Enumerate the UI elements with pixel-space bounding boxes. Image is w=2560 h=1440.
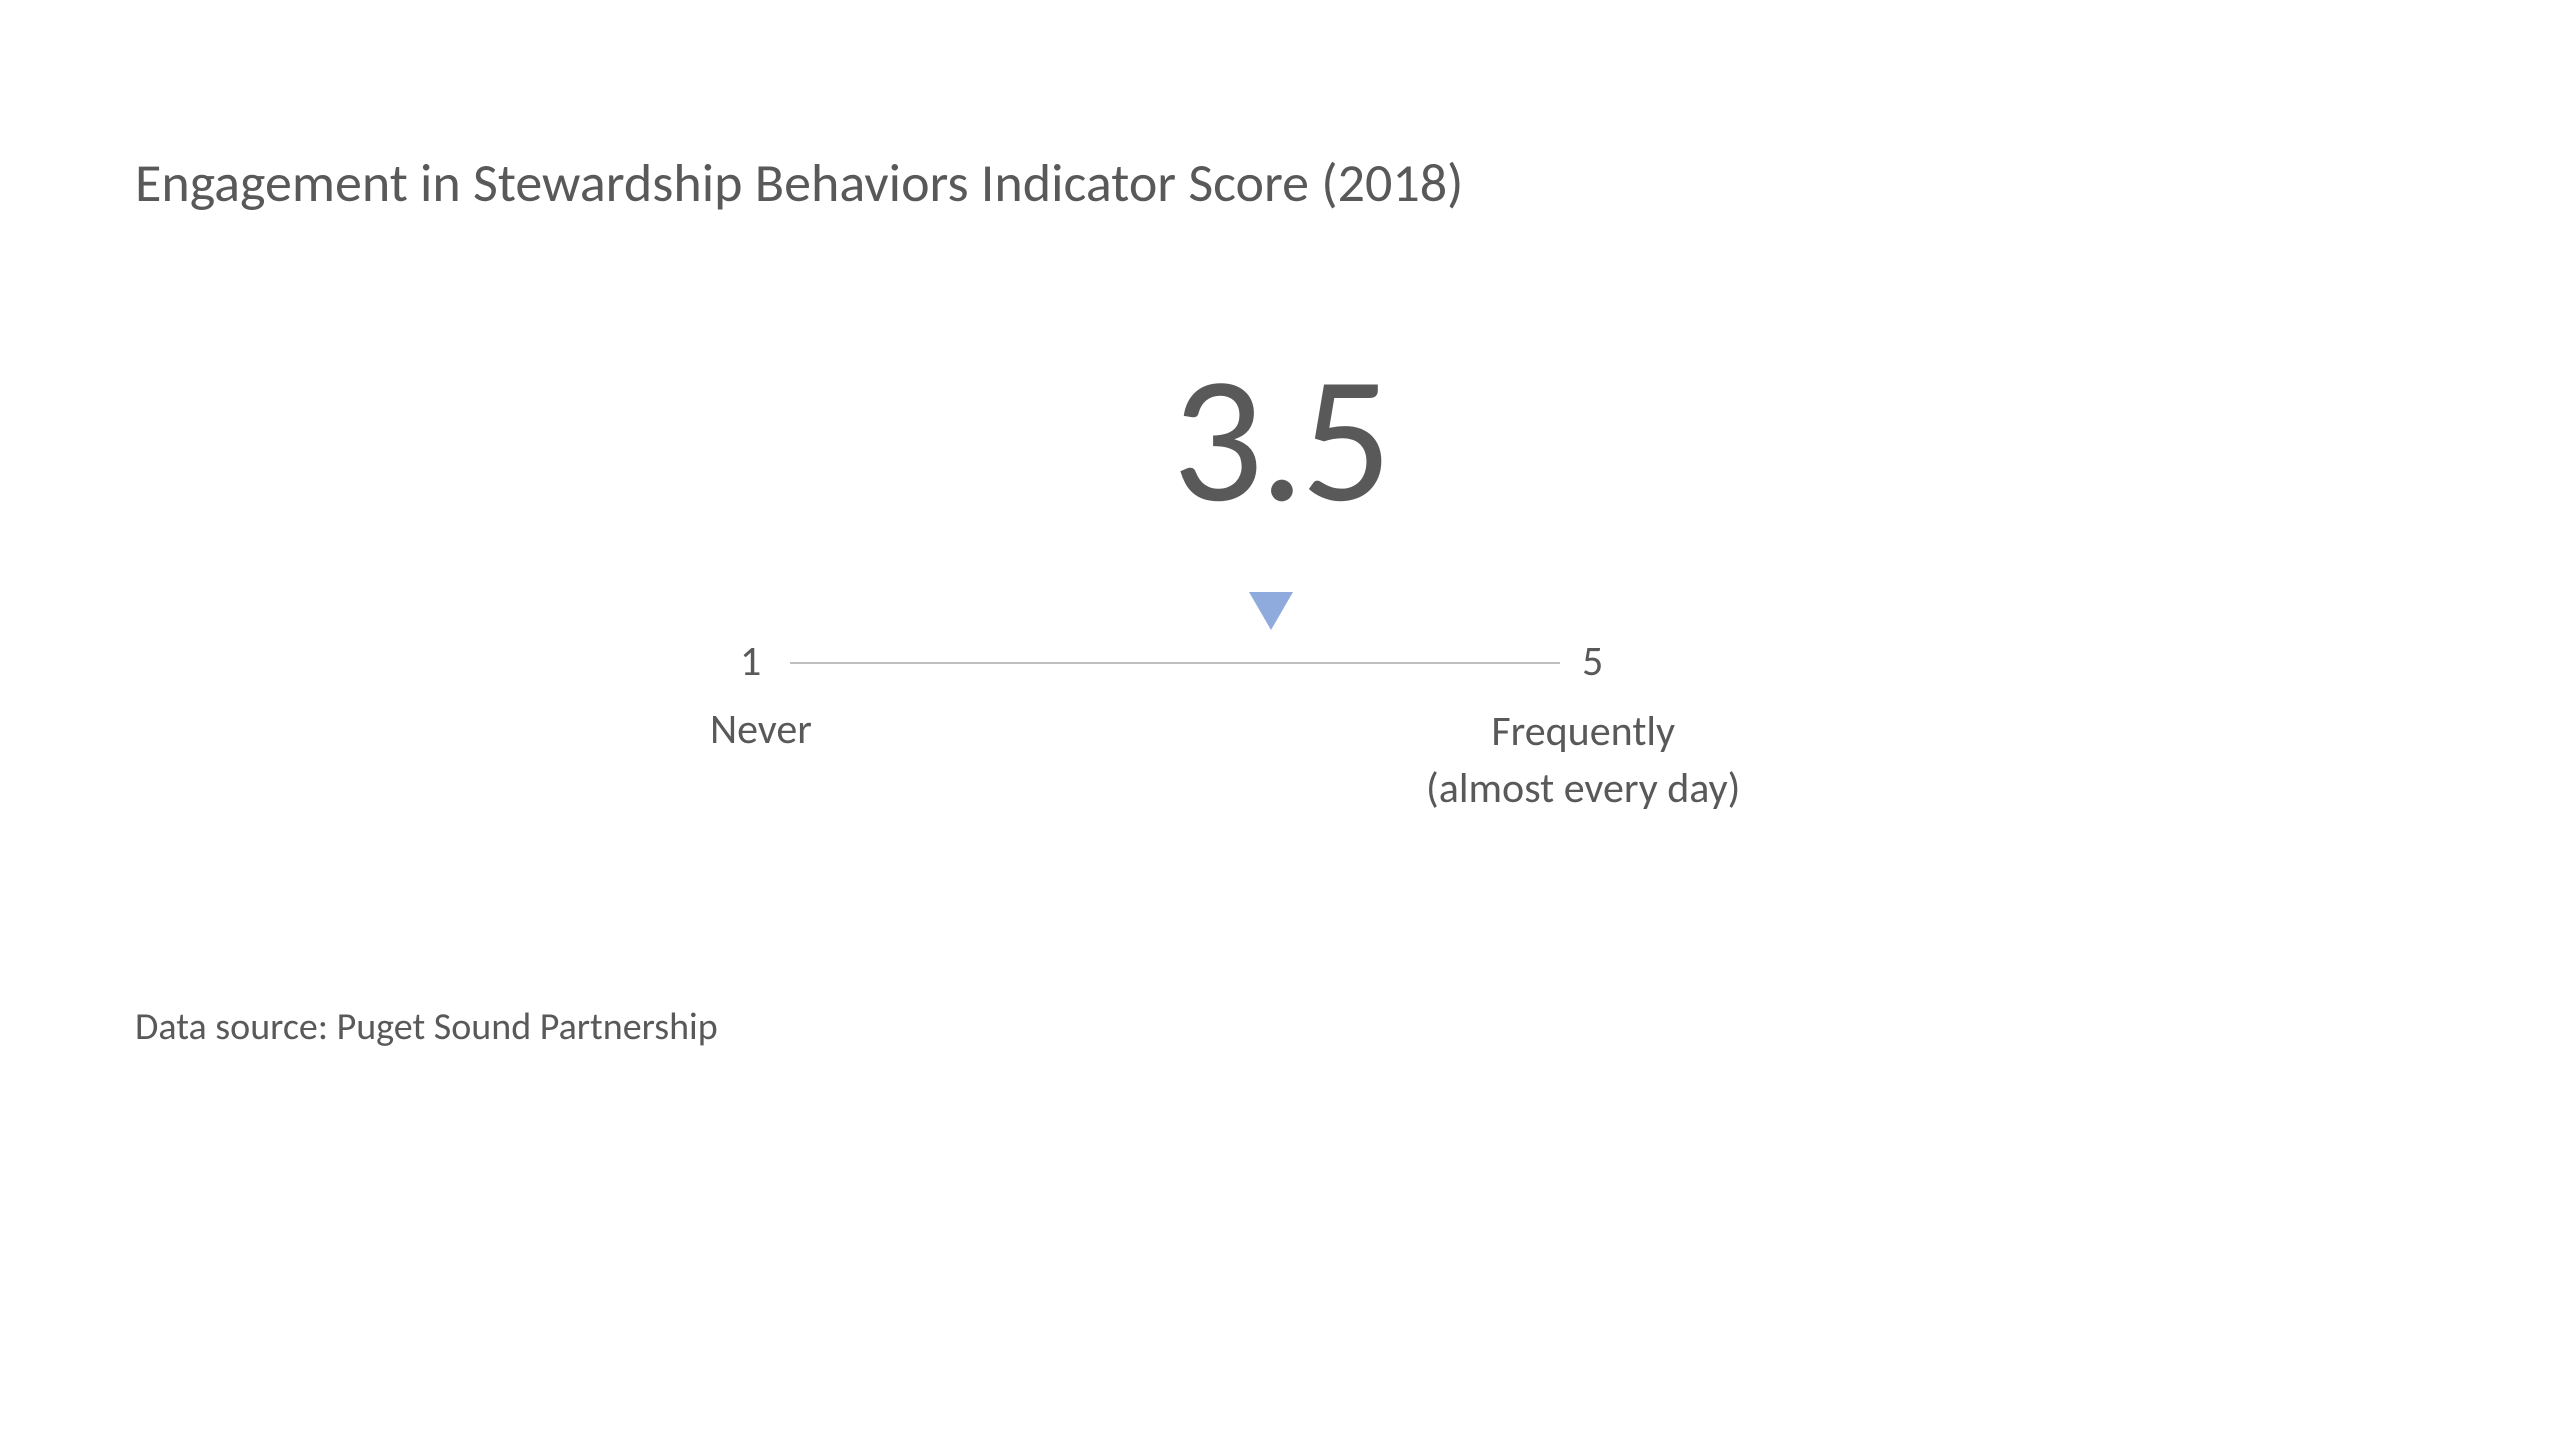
scale-min-label: Never xyxy=(710,704,812,755)
scale-max-label: Frequently (almost every day) xyxy=(1426,704,1740,817)
max-label-line2: (almost every day) xyxy=(1426,763,1740,814)
chart-title: Engagement in Stewardship Behaviors Indi… xyxy=(135,150,1463,216)
scale-line xyxy=(790,662,1560,664)
marker-triangle-icon xyxy=(1249,592,1293,630)
score-value: 3.5 xyxy=(1172,330,1388,549)
max-label-line1: Frequently xyxy=(1491,706,1675,757)
scale-max-value: 5 xyxy=(1582,636,1603,687)
data-source-label: Data source: Puget Sound Partnership xyxy=(135,1004,718,1050)
scale-min-value: 1 xyxy=(740,636,761,687)
